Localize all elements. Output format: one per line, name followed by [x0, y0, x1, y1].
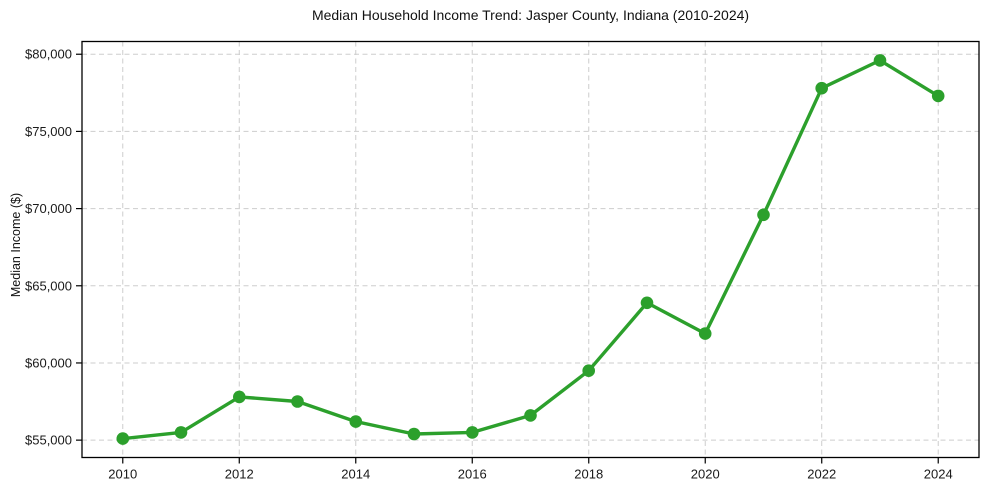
- x-tick-label: 2014: [341, 467, 370, 482]
- x-tick-label: 2018: [574, 467, 603, 482]
- y-tick-label: $80,000: [25, 47, 72, 62]
- data-point-2011: [174, 426, 188, 439]
- data-point-2022: [815, 81, 828, 95]
- y-tick-label: $75,000: [25, 124, 72, 139]
- y-axis-label: Median Income ($): [9, 192, 23, 298]
- data-point-2024: [931, 89, 945, 103]
- data-point-2016: [466, 426, 479, 439]
- x-tick-label: 2022: [807, 467, 836, 482]
- x-tick-label: 2016: [458, 467, 487, 482]
- data-point-2023: [873, 54, 887, 67]
- data-point-2012: [233, 390, 246, 404]
- data-point-2017: [524, 409, 537, 422]
- data-point-2019: [640, 296, 654, 310]
- x-tick-label: 2020: [691, 467, 720, 482]
- data-point-2014: [349, 415, 363, 428]
- y-tick-label: $70,000: [25, 201, 72, 216]
- data-point-2020: [698, 327, 712, 340]
- x-tick-label: 2024: [924, 467, 953, 482]
- data-point-2015: [407, 427, 421, 441]
- data-point-2013: [291, 395, 304, 408]
- chart-title: Median Household Income Trend: Jasper Co…: [311, 7, 750, 23]
- data-point-2010: [116, 432, 130, 445]
- data-point-2021: [757, 208, 770, 222]
- y-tick-label: $65,000: [25, 278, 72, 293]
- data-point-2018: [582, 364, 595, 378]
- y-tick-label: $60,000: [25, 355, 72, 370]
- plot-border: [81, 40, 980, 459]
- x-tick-label: 2010: [108, 467, 137, 482]
- y-tick-label: $55,000: [25, 433, 72, 448]
- x-tick-label: 2012: [225, 467, 254, 482]
- trend-line: [121, 58, 940, 441]
